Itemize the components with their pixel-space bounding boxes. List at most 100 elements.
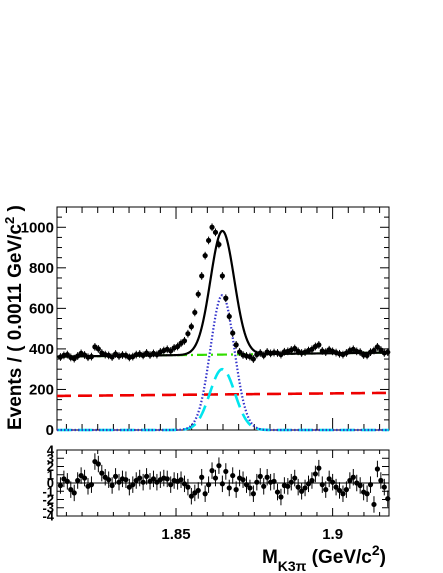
residual-data-point [223, 468, 229, 475]
residual-data-point [292, 475, 298, 481]
fit-data-point [374, 344, 381, 350]
residual-data-point [274, 489, 281, 495]
curve-signal-peak [57, 294, 389, 432]
fit-data-point [226, 313, 232, 320]
fit-data-point [292, 345, 298, 352]
residual-data-point [305, 481, 312, 487]
fit-y-tick-label: 1000 [21, 219, 54, 236]
residual-y-tick-label: -2 [42, 492, 54, 507]
fit-x-axis [65, 207, 381, 430]
fit-panel: 0 200 400 600 800 1000 Events / ( 0.0011 GeV/… [2, 205, 391, 439]
residual-data-point [71, 490, 77, 496]
residual-data-point [109, 482, 115, 489]
residual-data-point [357, 482, 363, 489]
residual-data-point [323, 487, 329, 493]
residual-data-point [116, 479, 122, 485]
residual-data-point [75, 477, 81, 484]
residual-data-point [181, 481, 188, 487]
residual-data-point [64, 478, 70, 484]
fit-data-point [95, 346, 101, 352]
residual-x-axis: 1.85 1.9 [65, 450, 381, 543]
residual-data-point [371, 501, 377, 508]
fit-data-point [261, 352, 267, 358]
fit-data-point [385, 349, 391, 355]
residual-y-tick-label: 0 [47, 476, 54, 491]
fit-y-tick-label: 0 [46, 422, 54, 439]
fit-data-point [195, 291, 201, 297]
fit-data-point [88, 354, 95, 360]
residual-data-point [350, 474, 356, 480]
residual-data-point [254, 479, 260, 485]
residual-data-point [230, 472, 236, 479]
fit-y-tick-label: 800 [29, 260, 54, 277]
residual-data-point [319, 482, 325, 488]
residual-data-point [336, 487, 343, 494]
fit-data-point [371, 347, 377, 354]
fit-y-axis: 0 200 400 600 800 1000 [21, 206, 389, 439]
residual-data-point [385, 496, 391, 502]
residual-data-point [168, 482, 174, 488]
residual-data-point [240, 477, 246, 483]
residual-data-point [195, 487, 201, 494]
x-tick-label: 1.9 [322, 526, 343, 543]
residual-data-point [312, 471, 318, 477]
fit-data-point [212, 229, 219, 235]
fit-data-point [188, 324, 194, 330]
residual-data-point [367, 482, 374, 488]
fit-data-point [250, 356, 256, 362]
x-axis-title: MK3π (GeV/c2) [262, 542, 386, 573]
residual-data-point [188, 493, 194, 499]
residual-data-point [381, 484, 387, 490]
residual-data-point [106, 477, 112, 483]
residual-data-point [212, 475, 219, 481]
fit-data-point [199, 273, 205, 279]
residual-data-points [57, 453, 391, 513]
fit-data-point [192, 309, 198, 316]
residual-data-point [209, 468, 215, 474]
residual-data-point [316, 465, 322, 471]
residual-y-tick-label: -3 [42, 500, 54, 515]
residual-data-point [68, 487, 74, 493]
residual-data-point [278, 494, 284, 500]
fit-y-tick-label: 400 [29, 341, 54, 358]
residual-data-point [233, 487, 239, 493]
residual-y-tick-label: -4 [42, 509, 54, 524]
fit-data-point [357, 349, 363, 355]
residual-data-point [216, 463, 222, 469]
residual-data-point [81, 475, 88, 481]
residual-data-point [164, 476, 170, 482]
residual-data-point [99, 470, 105, 476]
fit-curves [56, 229, 390, 432]
residual-data-point [378, 477, 384, 484]
fit-data-point [278, 351, 284, 358]
residual-data-point [137, 475, 143, 481]
residual-data-point [302, 485, 308, 491]
fit-y-tick-label: 600 [29, 300, 54, 317]
fit-data-point [209, 224, 215, 230]
fit-data-point [233, 342, 239, 348]
residual-y-tick-label: 3 [47, 451, 54, 466]
residual-data-point [288, 479, 294, 485]
residual-data-point [143, 473, 150, 479]
residual-data-point [299, 488, 305, 494]
residual-data-point [326, 476, 332, 482]
fit-data-point [316, 342, 322, 348]
fit-data-point [219, 273, 225, 279]
residual-data-point [257, 473, 263, 479]
fit-data-point [205, 237, 212, 244]
fit-data-points [57, 223, 391, 363]
fit-data-point [174, 343, 181, 350]
residual-data-point [364, 491, 370, 497]
residual-data-point [150, 476, 157, 482]
fit-data-point [364, 352, 370, 358]
residual-data-point [88, 482, 95, 488]
residual-data-point [140, 479, 146, 485]
residual-data-point [347, 477, 353, 484]
fit-data-point [378, 347, 384, 353]
residual-data-point [57, 482, 64, 489]
residual-data-point [202, 491, 208, 497]
residual-data-point [271, 478, 277, 484]
fit-y-axis-title: Events / ( 0.0011 GeV/c2 ) [2, 205, 27, 430]
